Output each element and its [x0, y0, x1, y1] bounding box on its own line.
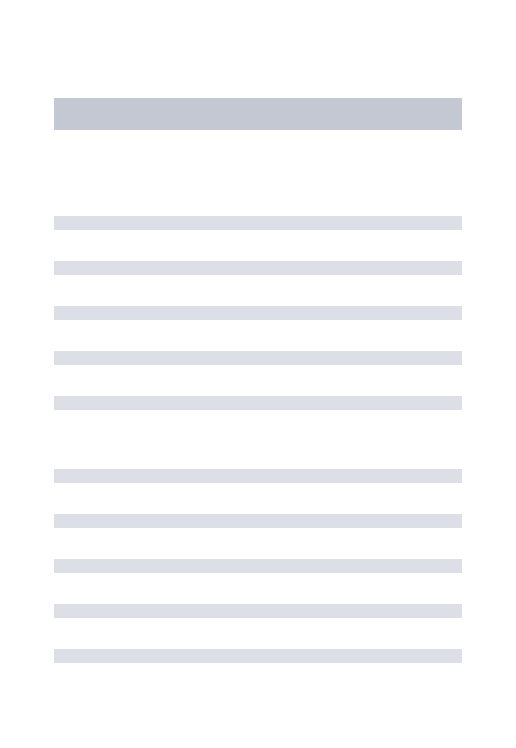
skeleton-group-1: [54, 216, 462, 410]
skeleton-line: [54, 559, 462, 573]
skeleton-line: [54, 604, 462, 618]
skeleton-line: [54, 261, 462, 275]
skeleton-section-gap: [54, 441, 462, 469]
skeleton-line: [54, 469, 462, 483]
skeleton-group-2: [54, 469, 462, 663]
skeleton-line: [54, 306, 462, 320]
skeleton-header-bar: [54, 98, 462, 130]
skeleton-line: [54, 351, 462, 365]
skeleton-container: [0, 0, 516, 748]
skeleton-line: [54, 649, 462, 663]
skeleton-line: [54, 396, 462, 410]
skeleton-line: [54, 216, 462, 230]
skeleton-line: [54, 514, 462, 528]
